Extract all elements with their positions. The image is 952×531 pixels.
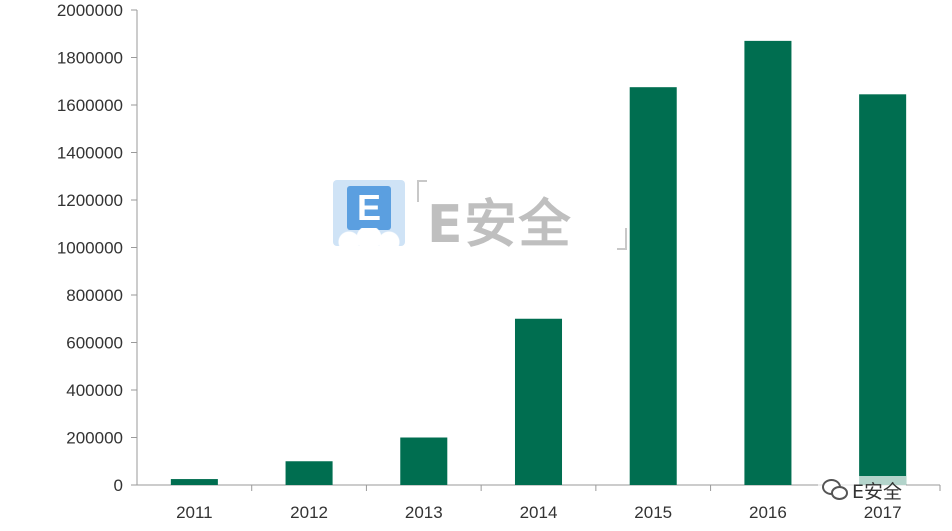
bar-2016 [744,40,792,485]
y-tick-label: 400000 [66,381,123,400]
y-axis: 0 200000 400000 600000 800000 1000000 1200000 1… [57,1,138,495]
x-tick-label: 2011 [176,503,213,522]
y-tick-label: 1800000 [57,49,123,68]
x-tick-label: 2014 [520,503,558,522]
y-tick-label: 800000 [66,286,123,305]
y-tick-label: 1400000 [57,144,123,163]
x-tick-label: 2012 [290,503,328,522]
bar-2017 [859,94,907,485]
bars [170,40,907,485]
account-mark: E安全 [818,476,907,504]
x-tick-label: 2017 [864,503,902,522]
y-tick-label: 0 [114,476,123,495]
bar-2011 [170,479,218,485]
x-tick-label: 2015 [634,503,672,522]
bar-2015 [629,87,677,485]
x-tick-label: 2013 [405,503,443,522]
bar-2014 [514,318,563,485]
y-tick-label: 1000000 [57,239,123,258]
y-tick-label: 1600000 [57,96,123,115]
y-tick-label: 200000 [66,429,123,448]
y-tick-label: 1200000 [57,191,123,210]
x-tick-label: 2016 [749,503,787,522]
account-name: E安全 [852,480,903,503]
bar-2012 [285,461,333,485]
y-tick-label: 2000000 [57,1,123,20]
y-tick-label: 600000 [66,334,123,353]
wechat-icon [822,479,848,501]
bar-2013 [400,437,448,485]
